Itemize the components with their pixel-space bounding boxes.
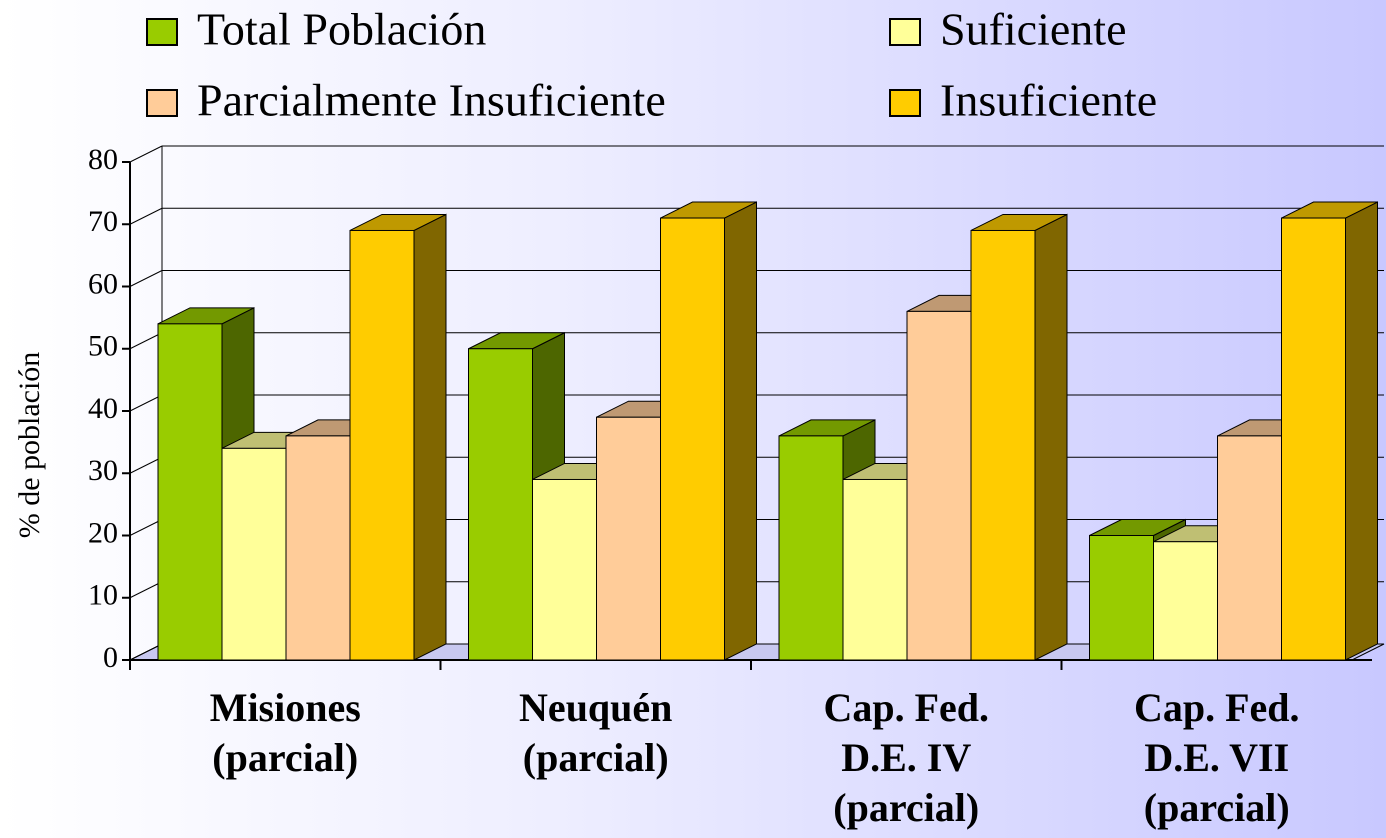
- bar-front: [842, 478, 908, 661]
- y-tick-label: 40: [88, 392, 118, 425]
- grid-line: [129, 207, 163, 225]
- grid-line: [129, 519, 163, 536]
- y-axis-label: % de población: [13, 352, 46, 539]
- bar-front: [1217, 435, 1282, 661]
- y-tick-label: 50: [88, 330, 118, 363]
- x-tick-label: Neuquén (parcial): [519, 685, 673, 780]
- y-tick-label: 70: [88, 205, 118, 238]
- bar-side: [724, 201, 757, 661]
- bar: [349, 213, 447, 661]
- y-tick-label: 20: [88, 516, 118, 549]
- bar-front: [349, 229, 415, 661]
- grid-line: [129, 332, 163, 350]
- bar: [1281, 201, 1378, 661]
- grid-line: [129, 456, 163, 474]
- y-tick-label: 10: [88, 579, 118, 612]
- bar-front: [596, 416, 661, 661]
- y-tick-label: 0: [103, 641, 118, 674]
- bar-front: [285, 435, 351, 661]
- bar-front: [778, 435, 844, 661]
- grid-line: [129, 394, 163, 412]
- grid-line: [129, 643, 163, 661]
- grid-line: [129, 581, 163, 599]
- y-tick-label: 60: [88, 267, 118, 300]
- legend-swatch: [889, 18, 921, 46]
- bar-front: [1153, 541, 1218, 661]
- bar-front: [970, 229, 1036, 661]
- bar-front: [157, 323, 223, 661]
- y-tick-label: 80: [88, 143, 118, 176]
- legend-label: Parcialmente Insuficiente: [197, 75, 666, 126]
- bar-front: [1089, 535, 1154, 661]
- x-tick-label: Cap. Fed. D.E. VII (parcial): [1133, 685, 1300, 830]
- bar-front: [906, 310, 972, 661]
- legend-label: Suficiente: [940, 4, 1127, 55]
- x-tick-label: Misiones (parcial): [209, 685, 361, 780]
- legend-swatch: [889, 89, 921, 117]
- bar-side: [1034, 213, 1068, 661]
- legend-label: Insuficiente: [940, 75, 1157, 126]
- bar-front: [532, 478, 597, 661]
- bar: [660, 201, 757, 661]
- bar-front: [660, 217, 725, 661]
- bar-front: [468, 348, 533, 661]
- grid-line: [129, 145, 163, 163]
- bar-side: [413, 213, 447, 661]
- bar-front: [1281, 217, 1346, 661]
- bar-side: [1345, 201, 1378, 661]
- legend-swatch: [146, 18, 178, 46]
- y-tick-label: 30: [88, 454, 118, 487]
- bar: [970, 213, 1068, 661]
- grid-line: [129, 270, 163, 287]
- x-tick-label: Cap. Fed. D.E. IV (parcial): [823, 685, 990, 830]
- legend-swatch: [146, 89, 178, 117]
- legend-label: Total Población: [197, 4, 486, 55]
- bar-front: [221, 447, 287, 661]
